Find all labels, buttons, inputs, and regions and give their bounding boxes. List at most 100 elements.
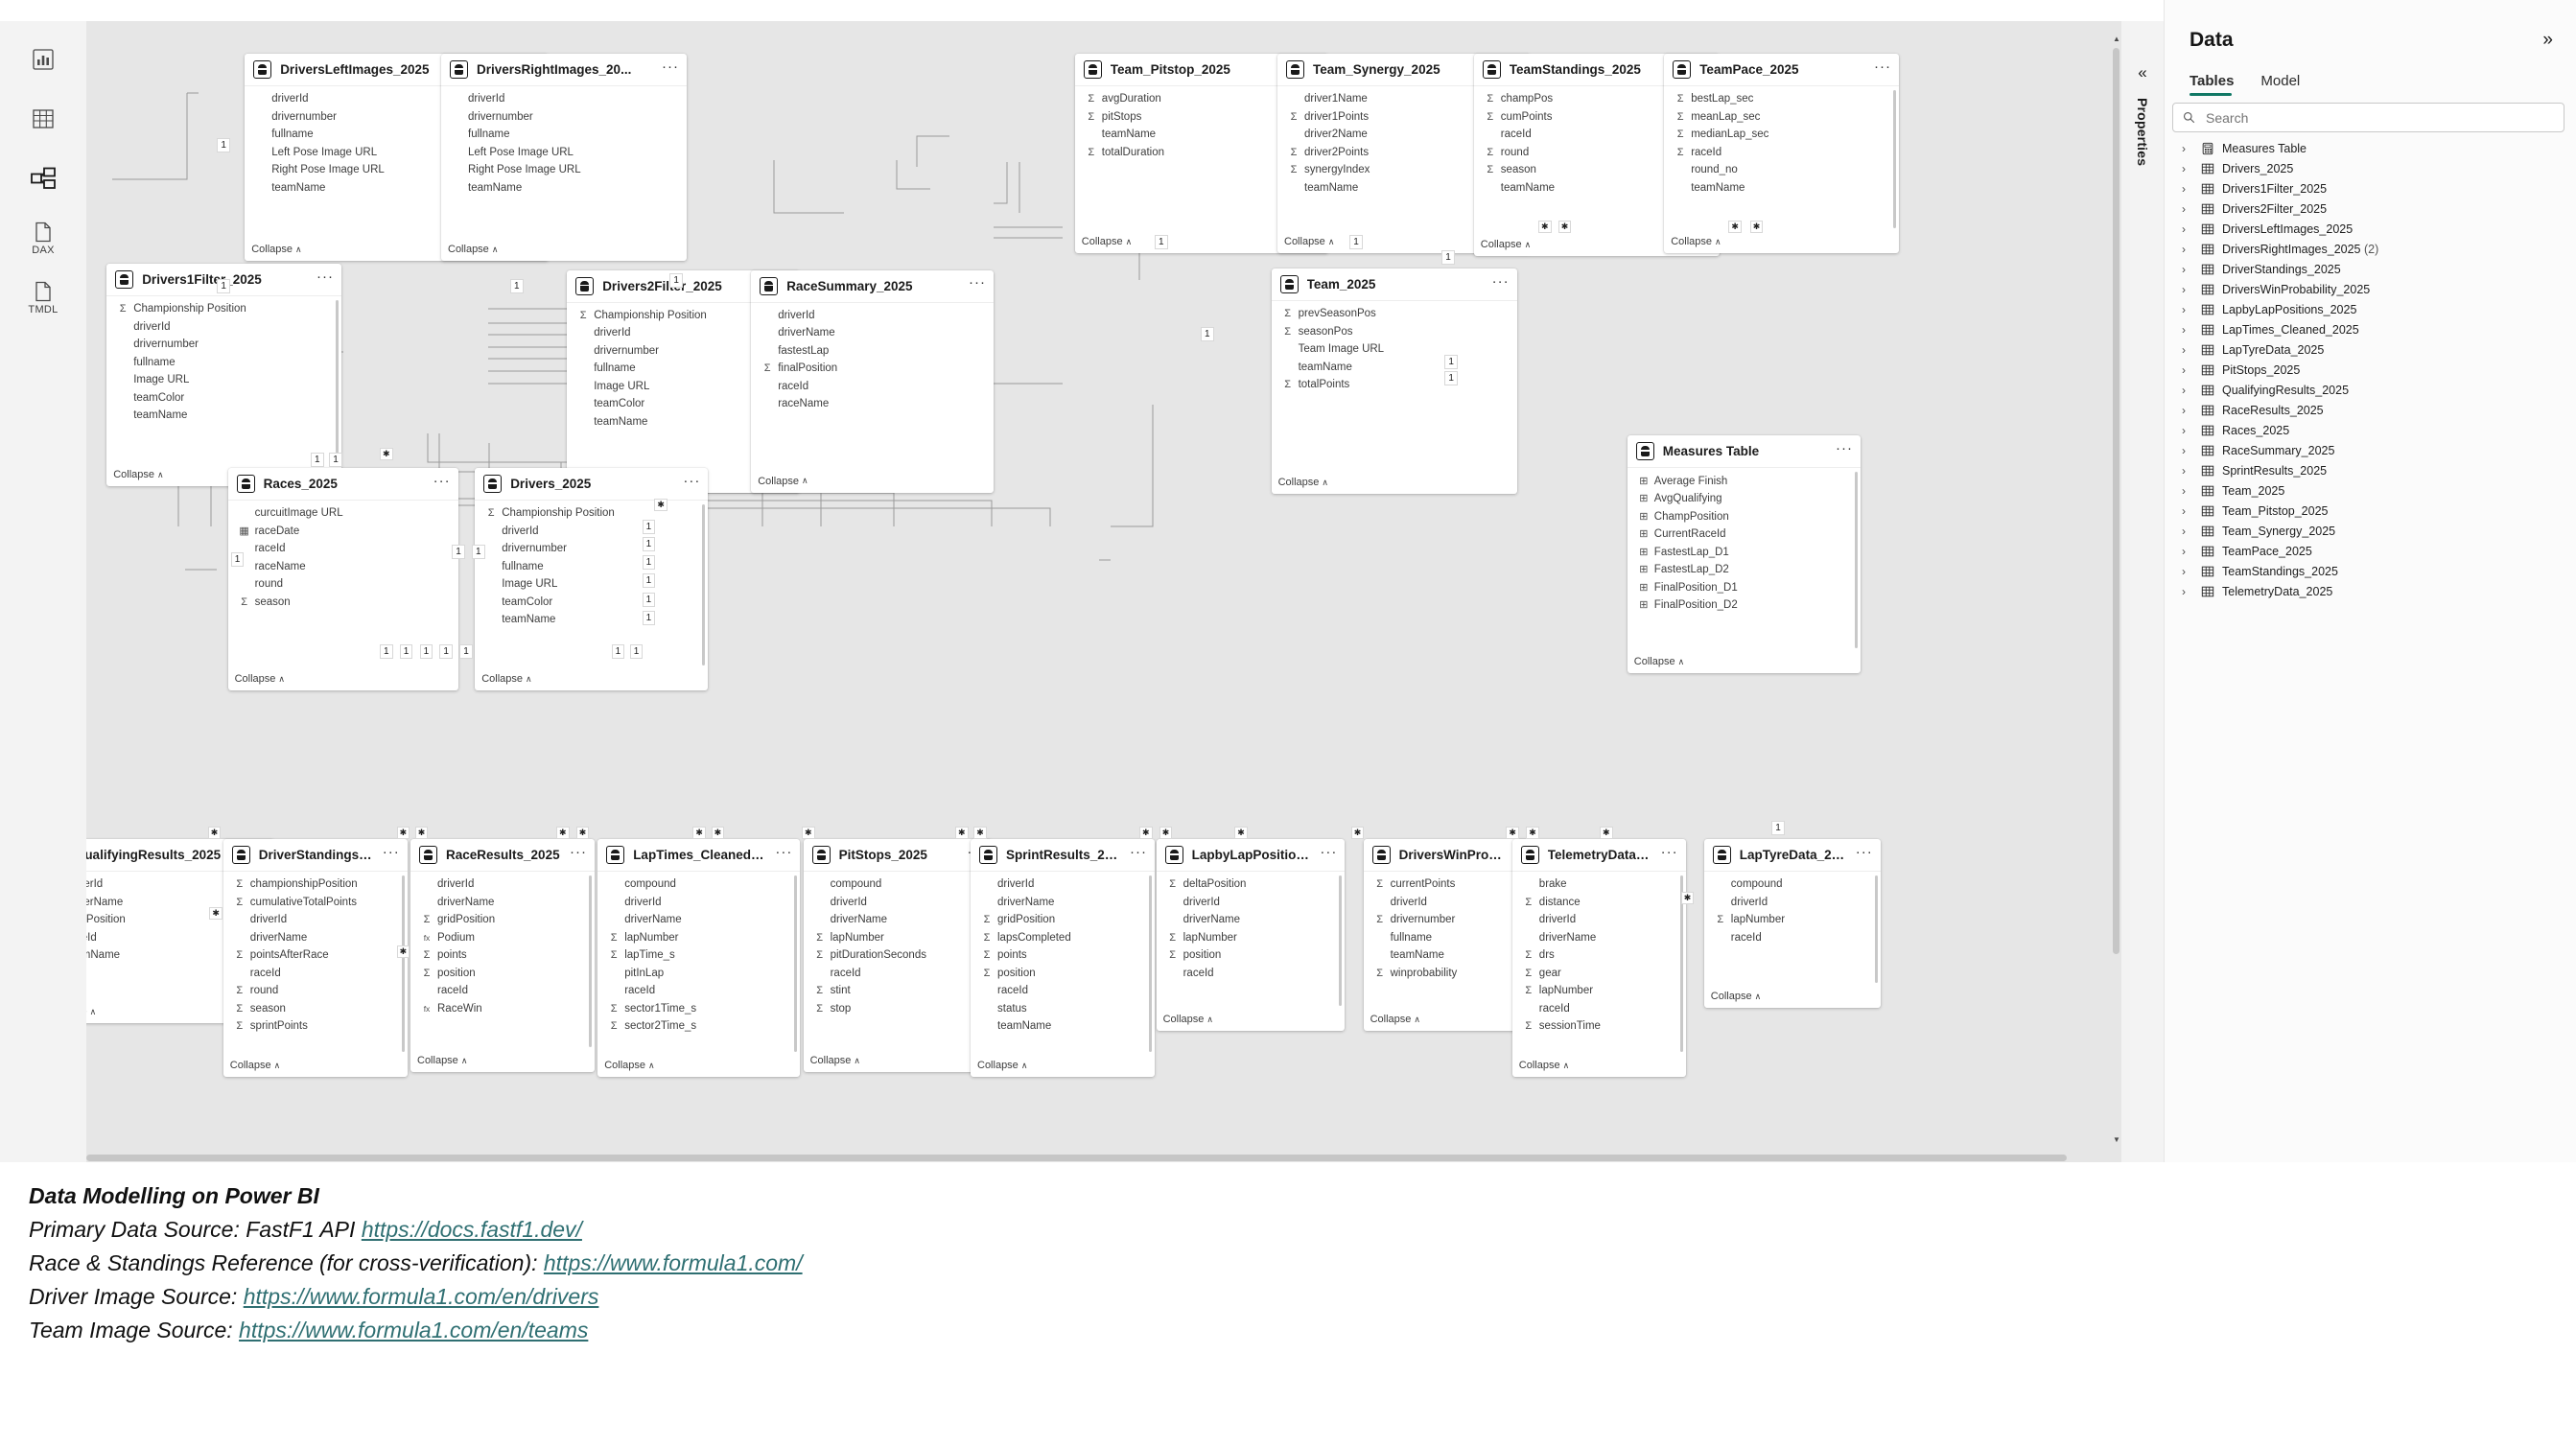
table-card-sprintresults[interactable]: SprintResults_2025 ··· driverId driverName Σ… — [971, 839, 1155, 1078]
chevron-right-icon[interactable]: › — [2182, 342, 2186, 357]
table-field[interactable]: ⊞ FinalPosition_D2 — [1628, 596, 1861, 615]
table-field[interactable]: teamColor — [475, 594, 708, 612]
table-field[interactable]: driverName — [971, 894, 1155, 912]
table-field[interactable]: curcuitImage URL — [228, 504, 458, 523]
table-field[interactable]: driverId — [106, 318, 341, 337]
tab-model[interactable]: Model — [2260, 73, 2301, 89]
chevron-right-icon[interactable]: › — [2182, 141, 2186, 155]
data-pane-table-item[interactable]: › Team_Synergy_2025 — [2165, 521, 2576, 541]
collapse-button[interactable]: Collapse∧ — [1512, 1056, 1686, 1077]
table-more-options-icon[interactable]: ··· — [316, 268, 334, 285]
link-formula1-drivers[interactable]: https://www.formula1.com/en/drivers — [243, 1284, 599, 1309]
collapse-button[interactable]: Collapse∧ — [475, 669, 708, 690]
collapse-button[interactable]: Collapse∧ — [1272, 473, 1517, 494]
canvas-vertical-scrollbar[interactable]: ▲ ▼ — [2113, 35, 2120, 1147]
chevron-right-icon[interactable]: › — [2182, 322, 2186, 337]
collapse-button[interactable]: Collapse∧ — [1704, 987, 1881, 1008]
table-field[interactable]: ⊞ FastestLap_D1 — [1628, 543, 1861, 561]
table-card-measures[interactable]: Measures Table ··· ⊞ Average Finish ⊞ AvgQual… — [1627, 435, 1861, 674]
table-card-scrollbar[interactable] — [1854, 472, 1858, 649]
table-card-scrollbar[interactable] — [794, 875, 798, 1053]
table-field[interactable]: Image URL — [567, 378, 800, 396]
table-card-scrollbar[interactable] — [589, 875, 592, 1048]
chevron-right-icon[interactable]: › — [2182, 403, 2186, 417]
collapse-button[interactable]: Collapse∧ — [1364, 1010, 1537, 1031]
table-field[interactable]: ⊞ Average Finish — [1628, 472, 1861, 490]
table-field[interactable]: driverName — [1512, 929, 1686, 947]
data-pane-table-item[interactable]: › DriversLeftImages_2025 — [2165, 219, 2576, 239]
tab-tables[interactable]: Tables — [2190, 73, 2234, 96]
table-field[interactable]: driverName — [223, 929, 408, 947]
table-field[interactable]: Left Pose Image URL — [441, 144, 687, 162]
table-field[interactable]: fullname — [106, 354, 341, 372]
chevron-right-icon[interactable]: › — [2182, 463, 2186, 478]
table-field[interactable]: driverId — [751, 307, 994, 325]
table-field[interactable]: teamName — [1474, 179, 1720, 198]
table-field[interactable]: ⊞ CurrentRaceId — [1628, 525, 1861, 544]
table-field[interactable]: fullname — [475, 558, 708, 576]
chevron-right-icon[interactable]: › — [2182, 423, 2186, 437]
chevron-right-icon[interactable]: › — [2182, 201, 2186, 216]
data-pane-table-item[interactable]: › LapTyreData_2025 — [2165, 339, 2576, 360]
table-field[interactable]: driverName — [1157, 911, 1346, 929]
collapse-button[interactable]: Collapse∧ — [223, 1056, 408, 1077]
data-pane-table-item[interactable]: › Team_Pitstop_2025 — [2165, 501, 2576, 521]
data-pane-table-item[interactable]: › DriversWinProbability_2025 — [2165, 279, 2576, 299]
table-field[interactable]: compound — [597, 875, 800, 894]
table-field[interactable]: raceId — [804, 965, 993, 983]
collapse-button[interactable]: Collapse∧ — [228, 669, 458, 690]
table-field[interactable]: raceId — [1157, 965, 1346, 983]
table-field[interactable]: driver2Name — [1277, 126, 1531, 144]
table-field[interactable]: driver1Name — [1277, 90, 1531, 108]
scroll-up-arrow[interactable]: ▲ — [2113, 35, 2120, 43]
sidebar-item-dax-query-view[interactable]: DAX — [14, 209, 72, 267]
chevron-right-icon[interactable]: › — [2182, 483, 2186, 498]
chevron-right-icon[interactable]: › — [2182, 564, 2186, 578]
table-card-laptimescleaned[interactable]: LapTimes_Cleaned_2025 ··· compound driverId… — [597, 839, 801, 1078]
table-field[interactable]: raceId — [410, 982, 595, 1000]
table-field[interactable]: drivernumber — [245, 108, 549, 127]
table-field[interactable]: driverId — [1512, 911, 1686, 929]
chevron-double-right-icon[interactable]: » — [2542, 30, 2553, 50]
collapse-button[interactable]: Collapse∧ — [804, 1051, 993, 1072]
table-field[interactable]: Team Image URL — [1272, 340, 1517, 359]
table-card-pitstops[interactable]: PitStops_2025··· compound driverId driverNa… — [803, 839, 993, 1073]
table-field[interactable]: raceId — [228, 540, 458, 558]
table-field[interactable]: raceId — [223, 965, 408, 983]
chevron-right-icon[interactable]: › — [2182, 544, 2186, 558]
data-pane-table-item[interactable]: › DriverStandings_2025 — [2165, 259, 2576, 279]
search-input[interactable] — [2204, 108, 2554, 127]
table-more-options-icon[interactable]: ··· — [1855, 843, 1873, 860]
link-fastf1-docs[interactable]: https://docs.fastf1.dev/ — [361, 1217, 582, 1242]
scroll-down-arrow[interactable]: ▼ — [2113, 1135, 2120, 1144]
table-more-options-icon[interactable]: ··· — [1873, 58, 1891, 75]
table-card-scrollbar[interactable] — [702, 504, 706, 665]
data-pane-table-item[interactable]: › SprintResults_2025 — [2165, 460, 2576, 480]
table-field[interactable]: teamName — [106, 407, 341, 425]
table-field[interactable]: raceId — [1704, 929, 1881, 947]
table-field[interactable]: compound — [1704, 875, 1881, 894]
